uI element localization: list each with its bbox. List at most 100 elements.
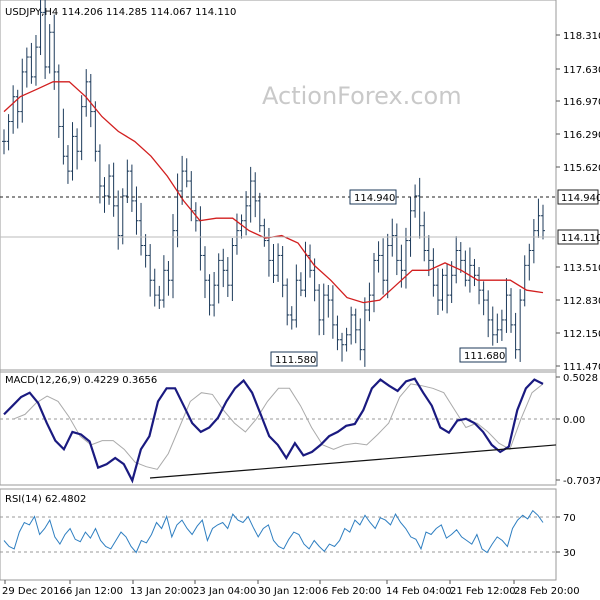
ohlc-bar xyxy=(193,202,198,232)
ohlc-bar xyxy=(495,313,500,343)
y-tick-label: 116.970 xyxy=(563,97,600,108)
ohlc-bar xyxy=(536,198,541,238)
ohlc-bar xyxy=(47,24,52,74)
ohlc-bar xyxy=(125,159,130,203)
last-price-box xyxy=(557,229,599,245)
ohlc-bar xyxy=(499,309,504,341)
ohlc-bar xyxy=(344,327,349,352)
ohlc-bar xyxy=(335,315,340,351)
ohlc-bar xyxy=(440,268,445,311)
ohlc-bar xyxy=(120,188,125,245)
ohlc-bar xyxy=(271,243,276,284)
macd-main-line xyxy=(3,377,544,484)
ohlc-bar xyxy=(381,238,386,295)
x-tick-label: 6 Jan 12:00 xyxy=(66,586,123,597)
ohlc-bar xyxy=(358,318,363,361)
ohlc-bar xyxy=(308,244,313,278)
ohlc-bar xyxy=(454,236,459,284)
ohlc-bar xyxy=(257,192,262,233)
x-tick-label: 30 Jan 12:00 xyxy=(258,586,321,597)
ohlc-bar xyxy=(527,243,532,281)
ohlc-bar xyxy=(225,257,230,297)
ohlc-bar xyxy=(43,0,48,79)
ohlc-bar xyxy=(262,218,267,247)
rsi-tick-marks xyxy=(556,516,560,553)
ohlc-bar xyxy=(75,128,80,170)
ohlc-bar xyxy=(403,227,408,289)
ohlc-bar xyxy=(148,244,153,297)
ohlc-bar xyxy=(239,214,244,239)
ohlc-bar xyxy=(212,271,217,317)
macd-y-tick-label: 0.5028 xyxy=(563,373,598,384)
ohlc-bar xyxy=(330,285,335,339)
ohlc-bar xyxy=(413,184,418,218)
ohlc-bar xyxy=(513,312,518,359)
x-tick-label: 14 Feb 04:00 xyxy=(386,586,452,597)
ohlc-bar xyxy=(435,268,440,315)
ohlc-bar xyxy=(152,268,157,307)
ohlc-bar xyxy=(6,114,11,151)
ohlc-bar xyxy=(107,164,112,205)
y-tick-label: 118.310 xyxy=(563,31,600,42)
price-bars xyxy=(2,0,545,367)
price-tick-marks xyxy=(556,34,560,367)
annotation-high: 114.940 xyxy=(354,193,395,204)
macd-y-tick-label: -0.7037 xyxy=(563,476,600,487)
ohlc-bar xyxy=(111,162,116,217)
rsi-y-tick-label: 30 xyxy=(563,548,576,559)
x-tick-label: 21 Feb 12:00 xyxy=(450,586,516,597)
ohlc-bar xyxy=(371,252,376,313)
ohlc-bar xyxy=(175,173,180,248)
rsi-line xyxy=(3,509,544,554)
ohlc-bar xyxy=(161,255,166,308)
ohlc-bar xyxy=(65,145,70,184)
macd-tick-marks xyxy=(556,376,560,481)
ohlc-bar xyxy=(458,242,463,273)
ohlc-bar xyxy=(102,177,107,213)
ohlc-bar xyxy=(129,164,134,212)
ohlc-bar xyxy=(426,235,431,277)
ohlc-bar xyxy=(2,129,6,155)
ohlc-bar xyxy=(289,306,294,330)
ohlc-bar xyxy=(230,238,235,301)
ohlc-bar xyxy=(504,278,509,333)
macd-trendline xyxy=(149,444,557,479)
ohlc-bar xyxy=(207,274,212,316)
resistance-level-label: 114.940 xyxy=(561,193,600,204)
macd-y-tick-label: 0.00 xyxy=(563,415,585,426)
ohlc-bar xyxy=(143,234,148,268)
y-tick-label: 112.150 xyxy=(563,329,600,340)
price-title: USDJPY,H4 114.206 114.285 114.067 114.11… xyxy=(5,7,236,18)
ohlc-bar xyxy=(56,64,61,138)
ohlc-bar xyxy=(79,95,84,161)
ohlc-bar xyxy=(266,227,271,277)
ohlc-bar xyxy=(38,0,43,56)
ohlc-bar xyxy=(29,42,34,84)
ohlc-bar xyxy=(422,211,427,262)
ohlc-bar xyxy=(431,248,436,297)
ohlc-bar xyxy=(394,223,399,276)
ohlc-bar xyxy=(522,255,527,307)
ohlc-bar xyxy=(97,144,102,204)
y-tick-label: 117.630 xyxy=(563,65,600,76)
rsi-title: RSI(14) 62.4802 xyxy=(5,494,86,505)
macd-panel xyxy=(0,369,557,486)
ohlc-bar xyxy=(317,284,322,336)
ohlc-bar xyxy=(490,306,495,346)
y-tick-label: 113.510 xyxy=(563,263,600,274)
ohlc-bar xyxy=(61,108,66,165)
ohlc-bar xyxy=(202,246,207,299)
x-tick-label: 23 Jan 04:00 xyxy=(193,586,256,597)
ohlc-bar xyxy=(24,47,29,88)
watermark: ActionForex.com xyxy=(262,82,462,110)
y-tick-label: 116.290 xyxy=(563,130,600,141)
ohlc-bar xyxy=(541,204,545,240)
rsi-panel xyxy=(0,488,557,581)
ohlc-bar xyxy=(157,285,162,309)
ohlc-bar xyxy=(417,177,422,239)
ohlc-bar xyxy=(518,289,523,362)
ohlc-bar xyxy=(134,186,139,235)
ohlc-bar xyxy=(285,278,290,326)
ohlc-bar xyxy=(11,85,16,134)
